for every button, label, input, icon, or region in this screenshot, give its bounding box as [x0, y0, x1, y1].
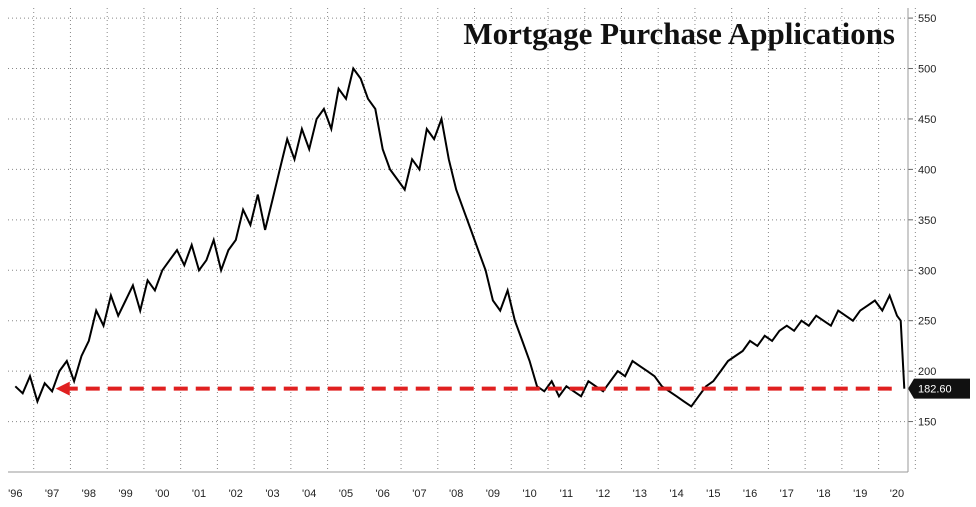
y-tick-label: 550 [918, 13, 936, 25]
x-tick-label: '19 [853, 488, 867, 500]
x-tick-label: '03 [265, 488, 279, 500]
y-axis: 150 200 250 300 350 400 450 500 550 [908, 13, 936, 429]
x-tick-label: '96 [8, 488, 22, 500]
x-tick-label: '13 [633, 488, 647, 500]
series-line [14, 66, 906, 408]
last-value-badge-bg [908, 378, 970, 399]
x-tick-label: '99 [118, 488, 132, 500]
x-tick-label: '98 [82, 488, 96, 500]
x-tick-label: '12 [596, 488, 610, 500]
x-tick-label: '06 [376, 488, 390, 500]
x-tick-label: '20 [890, 488, 904, 500]
y-tick-label: 500 [918, 64, 936, 76]
y-tick-label: 300 [918, 265, 936, 277]
chart-title: Mortgage Purchase Applications [463, 16, 895, 51]
last-value-badge: 182.60 [908, 378, 970, 399]
x-tick-label: '07 [412, 488, 426, 500]
y-tick-label: 200 [918, 366, 936, 378]
x-tick-label: '15 [706, 488, 720, 500]
grid-lines [8, 8, 916, 472]
x-tick-label: '14 [669, 488, 683, 500]
x-tick-label: '17 [780, 488, 794, 500]
y-tick-label: 250 [918, 316, 936, 328]
left-arrowhead [55, 381, 70, 396]
x-tick-label: '05 [339, 488, 353, 500]
x-tick-label: '11 [560, 488, 574, 500]
y-tick-label: 400 [918, 164, 936, 176]
y-tick-label: 450 [918, 114, 936, 126]
reference-arrow [55, 381, 895, 396]
x-tick-label: '04 [302, 488, 316, 500]
y-tick-label: 150 [918, 417, 936, 429]
x-tick-label: '09 [486, 488, 500, 500]
x-axis: '96 '97 '98 '99 '00 '01 '02 '03 '04 '05 '06 '07 '08 '… [8, 488, 904, 500]
y-tick-label: 350 [918, 215, 936, 227]
x-tick-label: '97 [45, 488, 59, 500]
x-tick-label: '10 [522, 488, 536, 500]
last-value-label: 182.60 [918, 384, 952, 396]
x-tick-label: '01 [192, 488, 206, 500]
x-tick-label: '08 [449, 488, 463, 500]
x-tick-label: '18 [816, 488, 830, 500]
x-tick-label: '00 [155, 488, 169, 500]
x-tick-label: '02 [229, 488, 243, 500]
x-tick-label: '16 [743, 488, 757, 500]
